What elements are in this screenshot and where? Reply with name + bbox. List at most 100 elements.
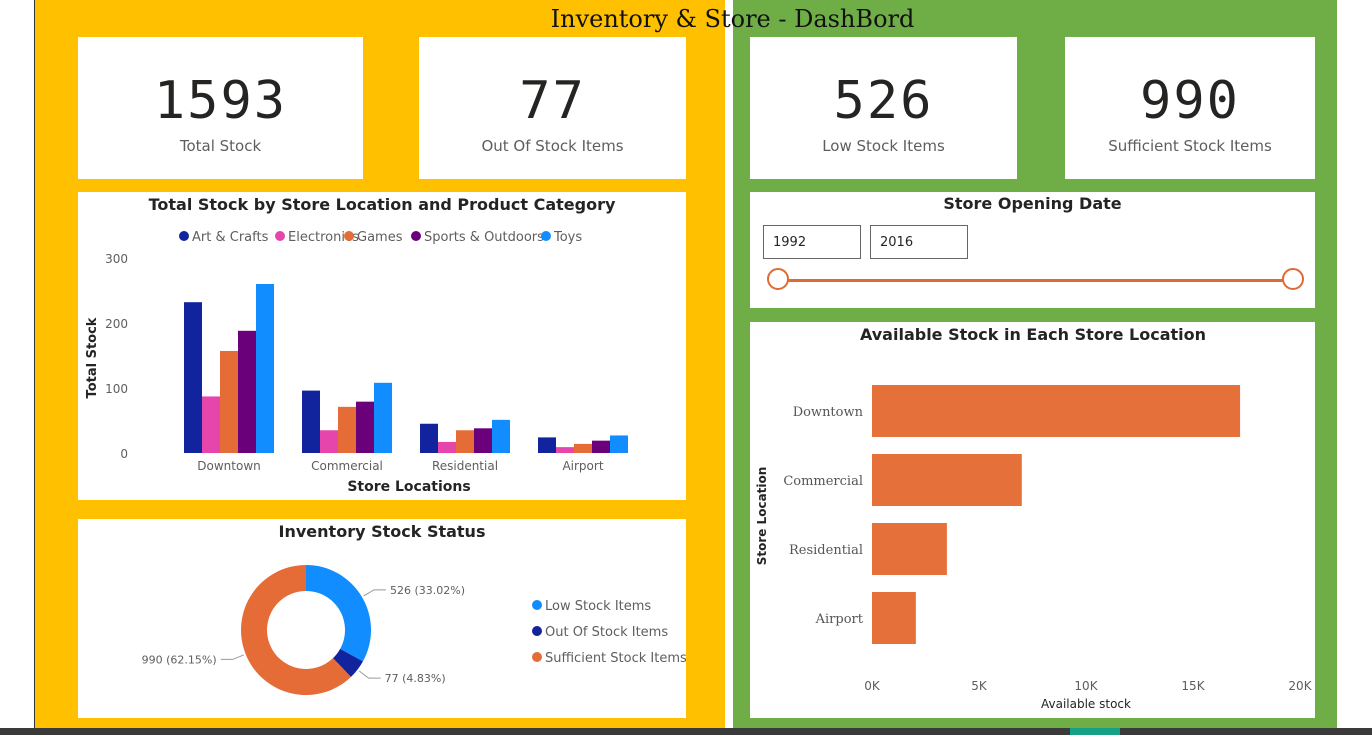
leader-line bbox=[363, 589, 387, 597]
legend-marker bbox=[411, 231, 421, 241]
chart-title: Total Stock by Store Location and Produc… bbox=[149, 195, 616, 214]
start-year-input[interactable]: 1992 bbox=[763, 225, 861, 259]
y-axis-title: Store Location bbox=[755, 467, 769, 566]
x-tick-label: Residential bbox=[432, 459, 498, 473]
kpi-card-low-stock[interactable]: 526 Low Stock Items bbox=[750, 37, 1017, 179]
donut-slice[interactable] bbox=[306, 565, 371, 662]
taskbar-strip bbox=[0, 728, 1372, 735]
bar[interactable] bbox=[538, 437, 556, 453]
kpi-card-total-stock[interactable]: 1593 Total Stock bbox=[78, 37, 363, 179]
kpi-label: Out Of Stock Items bbox=[481, 137, 624, 155]
legend-marker bbox=[344, 231, 354, 241]
bar[interactable] bbox=[238, 330, 256, 453]
kpi-value: 77 bbox=[519, 71, 586, 131]
kpi-label: Low Stock Items bbox=[822, 137, 945, 155]
legend-label[interactable]: Out Of Stock Items bbox=[545, 625, 668, 640]
store-opening-date-slicer[interactable]: Store Opening Date 1992 2016 bbox=[750, 192, 1315, 308]
kpi-value: 1593 bbox=[153, 71, 288, 131]
kpi-value: 990 bbox=[1140, 71, 1240, 131]
y-tick-label: Airport bbox=[815, 612, 864, 627]
bar[interactable] bbox=[220, 350, 238, 453]
kpi-label: Total Stock bbox=[179, 137, 262, 155]
taskbar-active-segment bbox=[1070, 728, 1120, 735]
y-axis: 0 100 200 300 bbox=[105, 252, 128, 461]
kpi-value: 526 bbox=[833, 71, 934, 131]
y-axis: Downtown Commercial Residential Airport bbox=[783, 405, 863, 627]
hbar[interactable] bbox=[872, 454, 1022, 506]
bar[interactable] bbox=[320, 430, 338, 453]
bar[interactable] bbox=[184, 302, 202, 453]
donut-slice[interactable] bbox=[240, 565, 351, 695]
bar[interactable] bbox=[420, 423, 438, 453]
bar[interactable] bbox=[356, 401, 374, 453]
y-tick-label: Commercial bbox=[783, 474, 863, 489]
hbar[interactable] bbox=[872, 592, 916, 644]
bar[interactable] bbox=[610, 435, 628, 453]
kpi-card-out-of-stock[interactable]: 77 Out Of Stock Items bbox=[419, 37, 686, 179]
bar[interactable] bbox=[556, 447, 574, 453]
legend-label[interactable]: Sufficient Stock Items bbox=[545, 651, 687, 666]
legend-marker bbox=[541, 231, 551, 241]
chart-legend[interactable]: Low Stock Items Out Of Stock Items Suffici… bbox=[532, 599, 687, 666]
stock-status-chart: Inventory Stock Status 526 (33.02%) 77 (4… bbox=[142, 522, 687, 695]
legend-label[interactable]: Sports & Outdoors bbox=[424, 230, 544, 245]
legend-label[interactable]: Games bbox=[357, 230, 403, 245]
available-stock-chart-card[interactable]: Available Stock in Each Store Location D… bbox=[750, 322, 1315, 718]
bar[interactable] bbox=[574, 443, 592, 453]
legend-label[interactable]: Electronics bbox=[288, 230, 359, 245]
bar-marks bbox=[184, 284, 628, 453]
slicer-title: Store Opening Date bbox=[943, 194, 1122, 213]
bar[interactable] bbox=[338, 406, 356, 453]
dashboard-title: Inventory & Store - DashBord bbox=[550, 5, 915, 33]
x-tick-label: 20K bbox=[1288, 679, 1312, 693]
kpi-label: Sufficient Stock Items bbox=[1108, 137, 1272, 155]
bar[interactable] bbox=[438, 441, 456, 453]
bar[interactable] bbox=[592, 440, 610, 453]
kpi-card-sufficient-stock[interactable]: 990 Sufficient Stock Items bbox=[1065, 37, 1315, 179]
x-axis-title: Available stock bbox=[1041, 697, 1131, 711]
x-axis: 0K 5K 10K 15K 20K bbox=[864, 679, 1312, 693]
x-tick-label: 10K bbox=[1074, 679, 1098, 693]
bar[interactable] bbox=[374, 382, 392, 453]
bar[interactable] bbox=[302, 390, 320, 453]
bar[interactable] bbox=[474, 428, 492, 453]
y-tick-label: 200 bbox=[105, 317, 128, 331]
bar[interactable] bbox=[492, 419, 510, 453]
slider-track[interactable] bbox=[780, 279, 1295, 282]
chart-title: Available Stock in Each Store Location bbox=[860, 325, 1206, 344]
slider-start-handle[interactable] bbox=[767, 268, 789, 290]
legend-marker bbox=[532, 626, 542, 636]
available-stock-chart: Available Stock in Each Store Location D… bbox=[755, 325, 1313, 711]
y-tick-label: Downtown bbox=[793, 405, 864, 420]
donut-data-label: 77 (4.83%) bbox=[385, 672, 446, 685]
legend-marker bbox=[532, 600, 542, 610]
end-year-input[interactable]: 2016 bbox=[870, 225, 968, 259]
hbar[interactable] bbox=[872, 523, 947, 575]
donut-data-labels: 526 (33.02%) 77 (4.83%) 990 (62.15%) bbox=[142, 584, 465, 685]
bar[interactable] bbox=[256, 284, 274, 453]
slider-end-handle[interactable] bbox=[1282, 268, 1304, 290]
legend-label[interactable]: Toys bbox=[553, 230, 582, 245]
stock-by-location-chart: Total Stock by Store Location and Produc… bbox=[85, 195, 628, 495]
bar[interactable] bbox=[456, 430, 474, 453]
bar[interactable] bbox=[202, 396, 220, 453]
legend-marker bbox=[179, 231, 189, 241]
legend-label[interactable]: Art & Crafts bbox=[192, 230, 269, 245]
x-tick-label: Downtown bbox=[197, 459, 260, 473]
hbar[interactable] bbox=[872, 385, 1241, 437]
donut-slice[interactable] bbox=[332, 648, 363, 677]
stock-by-location-chart-card[interactable]: Total Stock by Store Location and Produc… bbox=[78, 192, 686, 500]
chart-title: Inventory Stock Status bbox=[279, 522, 486, 541]
legend-marker bbox=[275, 231, 285, 241]
y-axis-title: Total Stock bbox=[85, 317, 100, 398]
x-axis: Downtown Commercial Residential Airport bbox=[197, 459, 604, 473]
stock-status-chart-card[interactable]: Inventory Stock Status 526 (33.02%) 77 (4… bbox=[78, 519, 687, 718]
x-tick-label: 0K bbox=[864, 679, 881, 693]
x-tick-label: 5K bbox=[971, 679, 988, 693]
x-axis-title: Store Locations bbox=[347, 479, 470, 495]
y-tick-label: 300 bbox=[105, 252, 128, 266]
x-tick-label: Airport bbox=[562, 459, 603, 473]
legend-label[interactable]: Low Stock Items bbox=[545, 599, 651, 614]
y-tick-label: 0 bbox=[120, 447, 128, 461]
